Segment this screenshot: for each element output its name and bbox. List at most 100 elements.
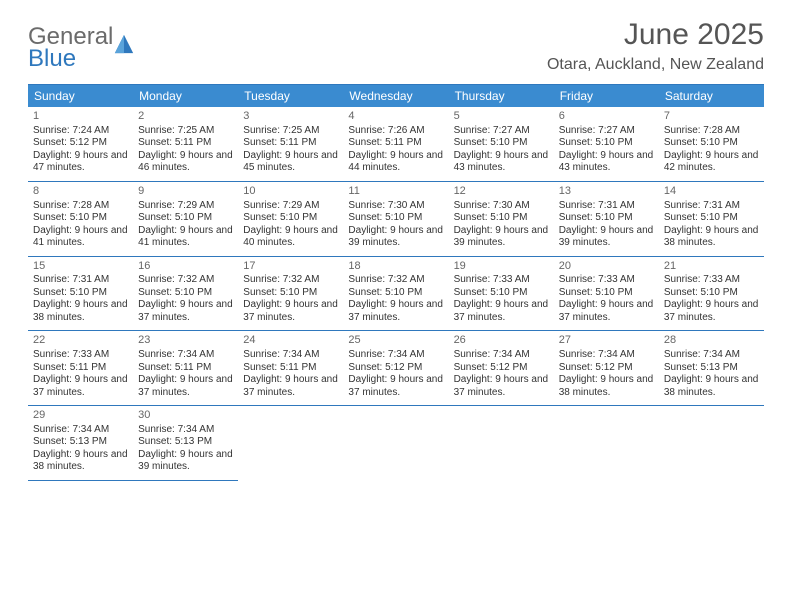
sunrise-line: Sunrise: 7:34 AM (454, 349, 549, 362)
sunrise-line: Sunrise: 7:29 AM (138, 200, 233, 213)
sunrise-line: Sunrise: 7:34 AM (138, 349, 233, 362)
sunset-line: Sunset: 5:12 PM (559, 362, 654, 375)
sunset-line: Sunset: 5:10 PM (559, 287, 654, 300)
sunrise-line: Sunrise: 7:31 AM (559, 200, 654, 213)
day-cell: 18Sunrise: 7:32 AMSunset: 5:10 PMDayligh… (343, 257, 448, 332)
day-cell: 19Sunrise: 7:33 AMSunset: 5:10 PMDayligh… (449, 257, 554, 332)
sunrise-line: Sunrise: 7:34 AM (33, 424, 128, 437)
day-number: 11 (348, 185, 443, 199)
day-header: Sunday (28, 85, 133, 107)
sunset-line: Sunset: 5:11 PM (348, 137, 443, 150)
day-number: 27 (559, 334, 654, 348)
daylight-line: Daylight: 9 hours and 37 minutes. (664, 299, 759, 324)
daylight-line: Daylight: 9 hours and 37 minutes. (454, 299, 549, 324)
day-number: 20 (559, 260, 654, 274)
sunset-line: Sunset: 5:12 PM (33, 137, 128, 150)
daylight-line: Daylight: 9 hours and 38 minutes. (33, 449, 128, 474)
day-cell: 16Sunrise: 7:32 AMSunset: 5:10 PMDayligh… (133, 257, 238, 332)
sunrise-line: Sunrise: 7:33 AM (559, 274, 654, 287)
day-cell: 28Sunrise: 7:34 AMSunset: 5:13 PMDayligh… (659, 331, 764, 406)
day-number: 6 (559, 110, 654, 124)
title-block: June 2025 Otara, Auckland, New Zealand (547, 18, 764, 74)
sunset-line: Sunset: 5:10 PM (664, 137, 759, 150)
daylight-line: Daylight: 9 hours and 44 minutes. (348, 150, 443, 175)
day-number: 13 (559, 185, 654, 199)
daylight-line: Daylight: 9 hours and 38 minutes. (33, 299, 128, 324)
sunrise-line: Sunrise: 7:29 AM (243, 200, 338, 213)
sunrise-line: Sunrise: 7:32 AM (348, 274, 443, 287)
day-cell: 11Sunrise: 7:30 AMSunset: 5:10 PMDayligh… (343, 182, 448, 257)
daylight-line: Daylight: 9 hours and 37 minutes. (454, 374, 549, 399)
empty-cell (659, 406, 764, 481)
sunrise-line: Sunrise: 7:34 AM (138, 424, 233, 437)
day-cell: 12Sunrise: 7:30 AMSunset: 5:10 PMDayligh… (449, 182, 554, 257)
day-number: 16 (138, 260, 233, 274)
day-cell: 26Sunrise: 7:34 AMSunset: 5:12 PMDayligh… (449, 331, 554, 406)
sunset-line: Sunset: 5:12 PM (348, 362, 443, 375)
brand-logo: General Blue (28, 18, 135, 69)
sunrise-line: Sunrise: 7:26 AM (348, 125, 443, 138)
sunrise-line: Sunrise: 7:32 AM (138, 274, 233, 287)
sunset-line: Sunset: 5:10 PM (348, 212, 443, 225)
sunrise-line: Sunrise: 7:28 AM (33, 200, 128, 213)
day-cell: 17Sunrise: 7:32 AMSunset: 5:10 PMDayligh… (238, 257, 343, 332)
sunset-line: Sunset: 5:11 PM (138, 137, 233, 150)
day-cell: 20Sunrise: 7:33 AMSunset: 5:10 PMDayligh… (554, 257, 659, 332)
daylight-line: Daylight: 9 hours and 37 minutes. (243, 374, 338, 399)
day-number: 29 (33, 409, 128, 423)
day-header: Monday (133, 85, 238, 107)
sunrise-line: Sunrise: 7:28 AM (664, 125, 759, 138)
day-number: 7 (664, 110, 759, 124)
day-number: 15 (33, 260, 128, 274)
daylight-line: Daylight: 9 hours and 38 minutes. (664, 225, 759, 250)
sunset-line: Sunset: 5:10 PM (33, 287, 128, 300)
sunrise-line: Sunrise: 7:34 AM (243, 349, 338, 362)
sunset-line: Sunset: 5:11 PM (243, 362, 338, 375)
day-cell: 13Sunrise: 7:31 AMSunset: 5:10 PMDayligh… (554, 182, 659, 257)
daylight-line: Daylight: 9 hours and 38 minutes. (559, 374, 654, 399)
day-number: 24 (243, 334, 338, 348)
daylight-line: Daylight: 9 hours and 37 minutes. (559, 299, 654, 324)
brand-text: General Blue (28, 26, 113, 69)
sunrise-line: Sunrise: 7:30 AM (454, 200, 549, 213)
daylight-line: Daylight: 9 hours and 42 minutes. (664, 150, 759, 175)
day-number: 22 (33, 334, 128, 348)
day-cell: 6Sunrise: 7:27 AMSunset: 5:10 PMDaylight… (554, 107, 659, 182)
empty-cell (554, 406, 659, 481)
day-number: 9 (138, 185, 233, 199)
sunrise-line: Sunrise: 7:24 AM (33, 125, 128, 138)
sunrise-line: Sunrise: 7:33 AM (664, 274, 759, 287)
daylight-line: Daylight: 9 hours and 37 minutes. (138, 299, 233, 324)
sunset-line: Sunset: 5:12 PM (454, 362, 549, 375)
daylight-line: Daylight: 9 hours and 37 minutes. (33, 374, 128, 399)
day-number: 5 (454, 110, 549, 124)
day-number: 28 (664, 334, 759, 348)
day-header: Saturday (659, 85, 764, 107)
sunrise-line: Sunrise: 7:30 AM (348, 200, 443, 213)
day-cell: 29Sunrise: 7:34 AMSunset: 5:13 PMDayligh… (28, 406, 133, 481)
daylight-line: Daylight: 9 hours and 37 minutes. (348, 299, 443, 324)
sunrise-line: Sunrise: 7:31 AM (33, 274, 128, 287)
sunrise-line: Sunrise: 7:25 AM (243, 125, 338, 138)
daylight-line: Daylight: 9 hours and 41 minutes. (33, 225, 128, 250)
daylight-line: Daylight: 9 hours and 37 minutes. (243, 299, 338, 324)
daylight-line: Daylight: 9 hours and 47 minutes. (33, 150, 128, 175)
sunset-line: Sunset: 5:10 PM (454, 212, 549, 225)
day-number: 21 (664, 260, 759, 274)
day-number: 1 (33, 110, 128, 124)
daylight-line: Daylight: 9 hours and 45 minutes. (243, 150, 338, 175)
page-header: General Blue June 2025 Otara, Auckland, … (28, 18, 764, 74)
daylight-line: Daylight: 9 hours and 39 minutes. (454, 225, 549, 250)
day-cell: 3Sunrise: 7:25 AMSunset: 5:11 PMDaylight… (238, 107, 343, 182)
day-cell: 2Sunrise: 7:25 AMSunset: 5:11 PMDaylight… (133, 107, 238, 182)
daylight-line: Daylight: 9 hours and 46 minutes. (138, 150, 233, 175)
brand-word-2: Blue (28, 45, 76, 72)
sunset-line: Sunset: 5:13 PM (138, 436, 233, 449)
sail-icon (113, 33, 135, 55)
daylight-line: Daylight: 9 hours and 39 minutes. (138, 449, 233, 474)
sunset-line: Sunset: 5:10 PM (243, 287, 338, 300)
empty-cell (343, 406, 448, 481)
sunset-line: Sunset: 5:10 PM (348, 287, 443, 300)
sunset-line: Sunset: 5:13 PM (664, 362, 759, 375)
sunset-line: Sunset: 5:10 PM (138, 212, 233, 225)
